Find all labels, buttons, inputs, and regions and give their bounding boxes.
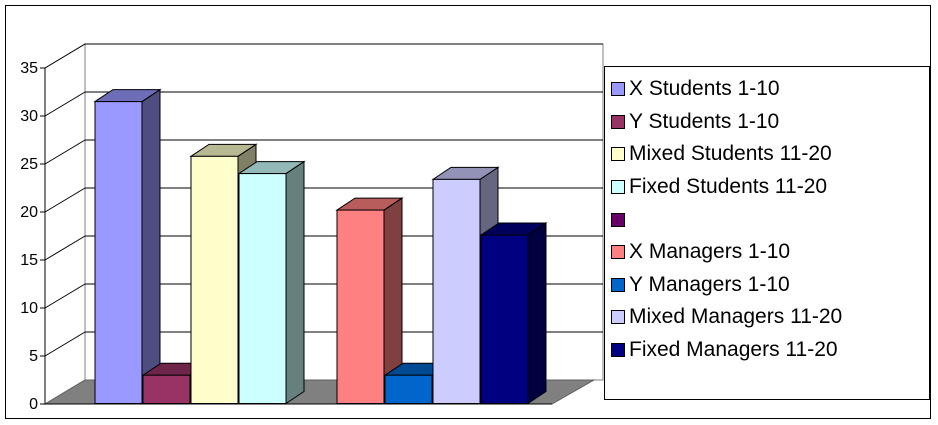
legend-label: Y Managers 1-10 xyxy=(629,272,790,296)
legend-item: Mixed Students 11-20 xyxy=(611,138,929,171)
y-tick-label: 20 xyxy=(20,204,38,221)
bar-side xyxy=(285,160,305,405)
bar-front xyxy=(142,374,191,405)
bar-front xyxy=(336,209,385,404)
legend-swatch xyxy=(611,114,625,129)
legend-item xyxy=(611,203,929,236)
legend-item: Fixed Managers 11-20 xyxy=(611,334,929,367)
legend-swatch xyxy=(611,343,625,358)
legend-label: Mixed Students 11-20 xyxy=(629,142,832,166)
bar-8 xyxy=(479,222,548,405)
bar-3 xyxy=(237,160,306,405)
bar-front xyxy=(384,374,433,405)
y-tick-label: 35 xyxy=(20,60,38,77)
bar-front xyxy=(190,155,239,404)
legend-item: X Students 1-10 xyxy=(611,73,929,106)
gridline-side xyxy=(44,43,86,69)
bars xyxy=(93,88,548,405)
y-tick-label: 5 xyxy=(29,348,38,365)
y-tick-label: 10 xyxy=(20,300,38,317)
legend-item: X Managers 1-10 xyxy=(611,236,929,269)
y-tick-label: 25 xyxy=(20,156,38,173)
bar-front xyxy=(94,101,143,404)
bar-0 xyxy=(93,88,162,405)
legend-swatch xyxy=(611,180,625,195)
legend-item: Mixed Managers 11-20 xyxy=(611,301,929,334)
y-tick-label: 15 xyxy=(20,252,38,269)
legend-label: X Managers 1-10 xyxy=(629,240,791,264)
y-tick-label: 0 xyxy=(29,396,38,413)
legend-item: Y Managers 1-10 xyxy=(611,269,929,302)
bar-front xyxy=(480,234,529,404)
chart-frame: 0 5 10 15 20 25 30 35 X Students 1-10 Y Students… xyxy=(5,5,931,419)
y-tick-label: 30 xyxy=(20,108,38,125)
legend-swatch xyxy=(611,82,625,97)
legend-label: Mixed Managers 11-20 xyxy=(629,305,843,329)
bar-side xyxy=(527,222,547,405)
gridline-side xyxy=(44,139,86,165)
bar-front xyxy=(238,173,287,404)
legend-swatch xyxy=(611,147,625,162)
side-wall xyxy=(44,43,86,405)
y-axis: 0 5 10 15 20 25 30 35 xyxy=(20,60,552,413)
legend-swatch xyxy=(611,245,625,260)
bar-side xyxy=(141,88,161,405)
legend-swatch xyxy=(611,310,625,325)
gridline-side xyxy=(44,283,86,309)
legend-label: Fixed Managers 11-20 xyxy=(629,338,838,362)
legend-item: Y Students 1-10 xyxy=(611,106,929,139)
legend-swatch xyxy=(611,212,625,227)
gridline-side xyxy=(44,91,86,117)
gridline-side xyxy=(44,235,86,261)
bar-front xyxy=(432,178,481,404)
gridline-side xyxy=(44,187,86,213)
legend-label: Fixed Students 11-20 xyxy=(629,175,828,199)
legend-item: Fixed Students 11-20 xyxy=(611,171,929,204)
legend-label: Y Students 1-10 xyxy=(629,109,780,133)
bar-chart: 0 5 10 15 20 25 30 35 xyxy=(20,43,604,413)
gridline-side xyxy=(44,331,86,357)
legend-label: X Students 1-10 xyxy=(629,77,780,101)
legend: X Students 1-10 Y Students 1-10 Mixed Stud… xyxy=(604,66,930,400)
legend-swatch xyxy=(611,277,625,292)
